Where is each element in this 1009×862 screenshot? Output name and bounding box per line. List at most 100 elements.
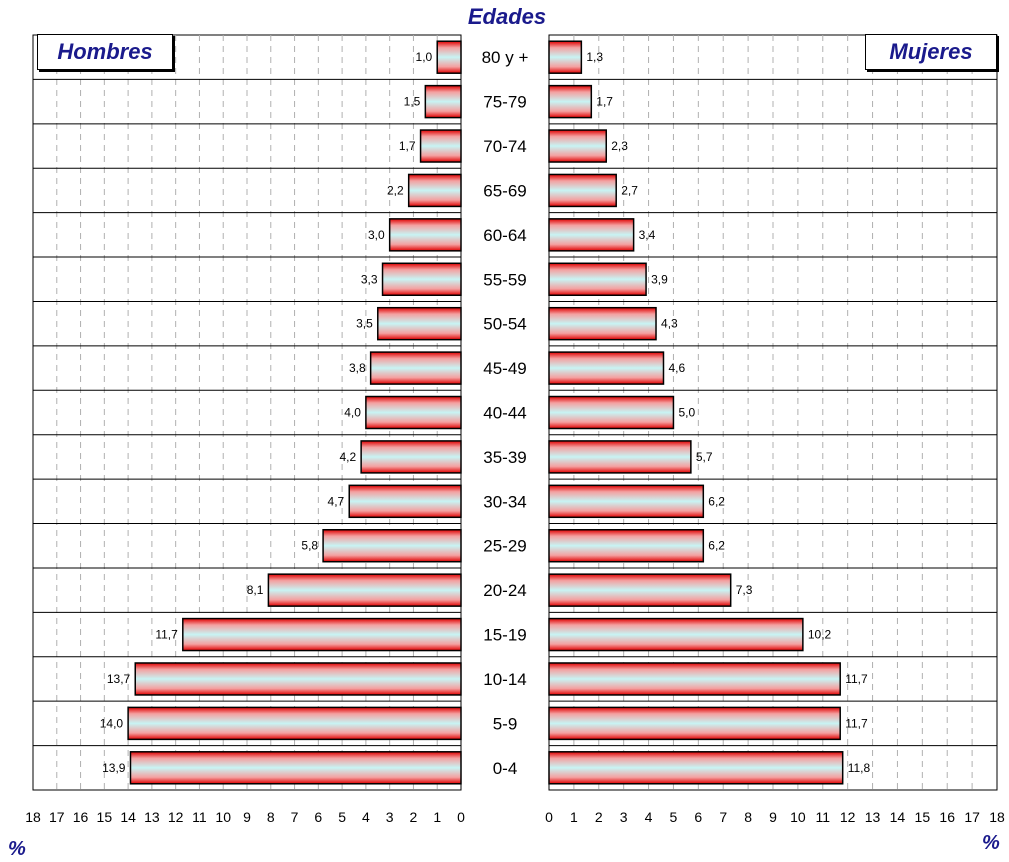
legend-mujeres: Mujeres bbox=[865, 34, 997, 70]
x-tick-label-right: 6 bbox=[694, 809, 702, 825]
bar-hombres bbox=[129, 751, 462, 785]
bar-hombres bbox=[419, 129, 462, 163]
bar-mujeres bbox=[548, 440, 692, 474]
bar-hombres bbox=[424, 84, 462, 119]
bar-hombres bbox=[360, 440, 462, 474]
bar-mujeres bbox=[548, 528, 705, 563]
bar-hombres bbox=[127, 706, 462, 741]
x-tick-label-left: 3 bbox=[386, 809, 394, 825]
category-label: 80 y + bbox=[482, 48, 529, 67]
data-label-hombres: 1,7 bbox=[399, 139, 416, 153]
bar-hombres bbox=[348, 484, 462, 519]
x-tick-label-left: 14 bbox=[120, 809, 136, 825]
data-label-mujeres: 11,7 bbox=[845, 716, 868, 730]
data-label-hombres: 4,2 bbox=[339, 450, 356, 464]
data-label-hombres: 11,7 bbox=[155, 628, 178, 642]
x-tick-label-left: 6 bbox=[314, 809, 322, 825]
x-axis-label-right: % bbox=[982, 832, 1000, 854]
data-label-mujeres: 3,4 bbox=[639, 228, 656, 242]
category-label: 50-54 bbox=[483, 315, 526, 334]
category-label: 10-14 bbox=[483, 670, 526, 689]
bar-hombres bbox=[182, 617, 462, 652]
data-label-hombres: 1,0 bbox=[416, 50, 433, 64]
data-label-mujeres: 5,7 bbox=[696, 450, 713, 464]
x-tick-label-left: 9 bbox=[243, 809, 251, 825]
bar-mujeres bbox=[548, 351, 665, 385]
data-label-mujeres: 10,2 bbox=[808, 628, 832, 642]
x-tick-label-left: 13 bbox=[144, 809, 160, 825]
bar-mujeres bbox=[548, 617, 804, 652]
x-tick-label-right: 13 bbox=[865, 809, 881, 825]
data-label-mujeres: 5,0 bbox=[678, 406, 695, 420]
x-tick-label-left: 15 bbox=[97, 809, 113, 825]
bar-hombres bbox=[436, 40, 462, 74]
bar-mujeres bbox=[548, 173, 617, 208]
category-label: 15-19 bbox=[483, 626, 526, 645]
category-label: 65-69 bbox=[483, 181, 526, 200]
bar-hombres bbox=[388, 218, 462, 252]
data-label-mujeres: 4,6 bbox=[668, 361, 685, 375]
x-tick-label-right: 2 bbox=[595, 809, 603, 825]
x-tick-label-left: 1 bbox=[433, 809, 441, 825]
bar-mujeres bbox=[548, 218, 635, 252]
bar-mujeres bbox=[548, 484, 705, 519]
bar-mujeres bbox=[548, 129, 607, 163]
data-label-hombres: 4,0 bbox=[344, 406, 361, 420]
bar-hombres bbox=[322, 528, 462, 563]
data-label-mujeres: 6,2 bbox=[708, 539, 725, 553]
x-tick-label-right: 4 bbox=[645, 809, 653, 825]
category-label: 35-39 bbox=[483, 448, 526, 467]
data-label-hombres: 3,5 bbox=[356, 317, 373, 331]
bar-hombres bbox=[369, 351, 462, 385]
x-tick-label-left: 2 bbox=[410, 809, 418, 825]
x-tick-label-right: 16 bbox=[939, 809, 955, 825]
data-label-mujeres: 2,7 bbox=[621, 183, 638, 197]
x-tick-label-right: 5 bbox=[670, 809, 678, 825]
x-tick-label-right: 9 bbox=[769, 809, 777, 825]
x-tick-label-left: 0 bbox=[457, 809, 465, 825]
x-axis-label-left: % bbox=[8, 838, 26, 860]
bar-mujeres bbox=[548, 751, 844, 785]
category-label: 20-24 bbox=[483, 581, 526, 600]
data-label-mujeres: 7,3 bbox=[736, 583, 753, 597]
x-tick-label-right: 11 bbox=[816, 809, 831, 825]
data-label-hombres: 4,7 bbox=[328, 494, 345, 508]
bar-hombres bbox=[407, 173, 462, 208]
data-label-hombres: 2,2 bbox=[387, 183, 404, 197]
category-label: 55-59 bbox=[483, 270, 526, 289]
category-label: 30-34 bbox=[483, 492, 526, 511]
category-label: 5-9 bbox=[493, 714, 518, 733]
chart-title: Edades bbox=[467, 4, 547, 29]
bar-hombres bbox=[134, 662, 462, 696]
data-label-mujeres: 4,3 bbox=[661, 317, 678, 331]
data-label-mujeres: 3,9 bbox=[651, 272, 668, 286]
category-label: 25-29 bbox=[483, 537, 526, 556]
x-tick-label-left: 8 bbox=[267, 809, 275, 825]
bar-mujeres bbox=[548, 395, 675, 430]
data-label-hombres: 13,9 bbox=[102, 761, 126, 775]
data-label-hombres: 3,3 bbox=[361, 272, 378, 286]
bar-mujeres bbox=[548, 262, 647, 297]
category-label: 60-64 bbox=[483, 226, 526, 245]
bar-hombres bbox=[365, 395, 462, 430]
data-label-hombres: 8,1 bbox=[247, 583, 264, 597]
data-label-hombres: 1,5 bbox=[404, 95, 421, 109]
bar-mujeres bbox=[548, 306, 657, 341]
data-label-hombres: 3,0 bbox=[368, 228, 385, 242]
category-label: 40-44 bbox=[483, 404, 526, 423]
x-tick-label-right: 12 bbox=[840, 809, 856, 825]
x-tick-label-right: 0 bbox=[545, 809, 553, 825]
x-tick-label-left: 5 bbox=[338, 809, 346, 825]
category-label: 0-4 bbox=[493, 759, 518, 778]
x-tick-label-left: 11 bbox=[192, 809, 207, 825]
x-tick-label-right: 3 bbox=[620, 809, 628, 825]
category-label: 45-49 bbox=[483, 359, 526, 378]
x-tick-label-left: 4 bbox=[362, 809, 370, 825]
x-tick-label-right: 14 bbox=[890, 809, 906, 825]
bar-mujeres bbox=[548, 84, 593, 119]
data-label-hombres: 5,8 bbox=[301, 539, 318, 553]
x-tick-label-right: 15 bbox=[915, 809, 931, 825]
data-label-mujeres: 1,3 bbox=[586, 50, 603, 64]
bar-hombres bbox=[267, 573, 462, 607]
x-tick-label-right: 17 bbox=[964, 809, 980, 825]
